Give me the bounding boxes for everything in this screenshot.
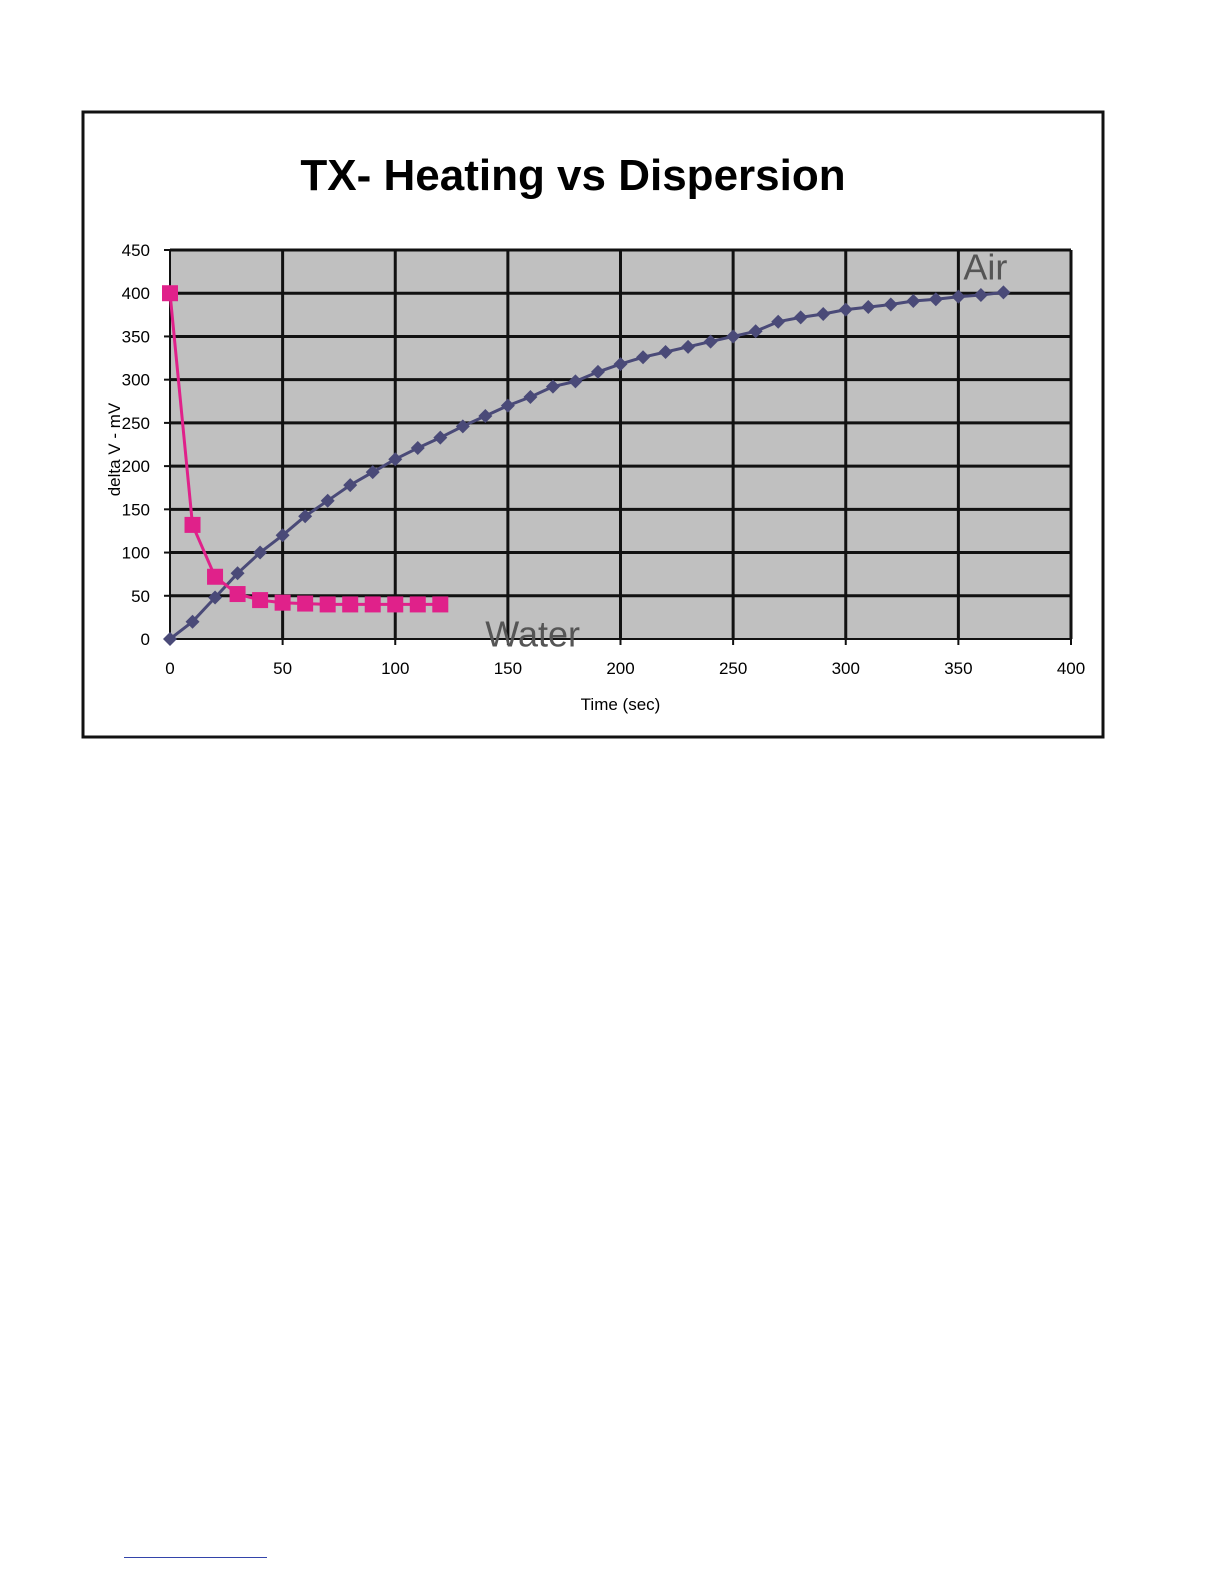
data-point-water: [207, 568, 224, 585]
data-point-air: [298, 509, 313, 524]
data-point-air: [861, 300, 876, 315]
data-point-air: [343, 478, 358, 493]
data-point-air: [208, 590, 223, 605]
grid: [170, 248, 1073, 639]
data-point-air: [951, 289, 966, 304]
footnote-separator: [124, 1557, 267, 1558]
data-point-air: [410, 440, 425, 455]
chart-title: TX- Heating vs Dispersion: [300, 151, 845, 200]
data-point-water: [229, 586, 246, 603]
axes: [164, 249, 1072, 645]
data-point-air: [793, 310, 808, 325]
y-tick-label: 250: [122, 414, 150, 433]
tick-labels: 0 50 100 150 200 250 300 350 400 450 0 50 100 150 200 2…: [122, 241, 1086, 678]
x-tick-label: 200: [606, 659, 634, 678]
data-point-water: [319, 596, 336, 613]
data-point-air: [613, 357, 628, 372]
series-water: [162, 285, 449, 613]
data-point-air: [320, 493, 335, 508]
data-point-water: [162, 285, 178, 302]
data-point-air: [748, 324, 763, 339]
data-point-air: [275, 528, 290, 543]
data-point-air: [590, 364, 605, 379]
data-point-air: [996, 285, 1011, 300]
y-axis-label: delta V - mV: [105, 402, 124, 496]
data-point-air: [433, 430, 448, 445]
y-tick-label: 400: [122, 284, 150, 303]
data-point-air: [253, 545, 268, 560]
y-tick-label: 150: [122, 500, 150, 519]
data-point-air: [771, 314, 786, 329]
data-point-water: [387, 596, 404, 613]
data-point-air: [928, 292, 943, 307]
data-point-water: [297, 595, 314, 612]
data-point-air: [163, 632, 177, 646]
data-point-air: [973, 287, 988, 302]
y-tick-label: 0: [141, 630, 150, 649]
series-air: [163, 285, 1011, 646]
data-point-water: [252, 592, 269, 609]
data-point-air: [883, 297, 898, 312]
data-point-air: [500, 398, 515, 413]
x-tick-label: 250: [719, 659, 747, 678]
y-tick-label: 50: [131, 587, 150, 606]
data-point-air: [906, 294, 921, 309]
data-point-air: [681, 339, 696, 354]
data-point-water: [274, 594, 291, 611]
x-tick-label: 350: [944, 659, 972, 678]
data-point-air: [658, 345, 673, 360]
x-tick-label: 150: [494, 659, 522, 678]
y-tick-label: 100: [122, 544, 150, 563]
data-point-air: [388, 452, 403, 467]
data-point-air: [523, 389, 538, 404]
data-point-water: [342, 596, 359, 613]
data-point-air: [636, 350, 651, 365]
y-tick-label: 200: [122, 457, 150, 476]
x-tick-label: 300: [832, 659, 860, 678]
data-point-air: [568, 374, 583, 389]
y-tick-label: 450: [122, 241, 150, 260]
data-point-water: [184, 516, 201, 533]
data-point-air: [545, 379, 560, 394]
x-tick-label: 0: [165, 659, 174, 678]
x-tick-label: 50: [273, 659, 292, 678]
data-point-air: [230, 566, 245, 581]
x-tick-label: 100: [381, 659, 409, 678]
annotation-water: Water: [485, 614, 580, 655]
data-point-air: [838, 302, 853, 317]
y-tick-label: 300: [122, 371, 150, 390]
data-point-air: [478, 408, 493, 423]
annotation-air: Air: [963, 246, 1007, 287]
data-point-air: [455, 419, 470, 434]
data-point-air: [703, 334, 718, 349]
data-point-water: [432, 596, 449, 613]
data-point-air: [816, 306, 831, 321]
data-point-water: [364, 596, 381, 613]
series: [162, 285, 1011, 646]
data-point-water: [409, 596, 426, 613]
data-point-air: [365, 465, 380, 480]
x-axis-label: Time (sec): [581, 695, 661, 714]
data-point-air: [185, 614, 200, 629]
y-tick-label: 350: [122, 327, 150, 346]
data-point-air: [726, 329, 741, 344]
annotations: Air Water: [485, 246, 1007, 654]
x-tick-label: 400: [1057, 659, 1085, 678]
